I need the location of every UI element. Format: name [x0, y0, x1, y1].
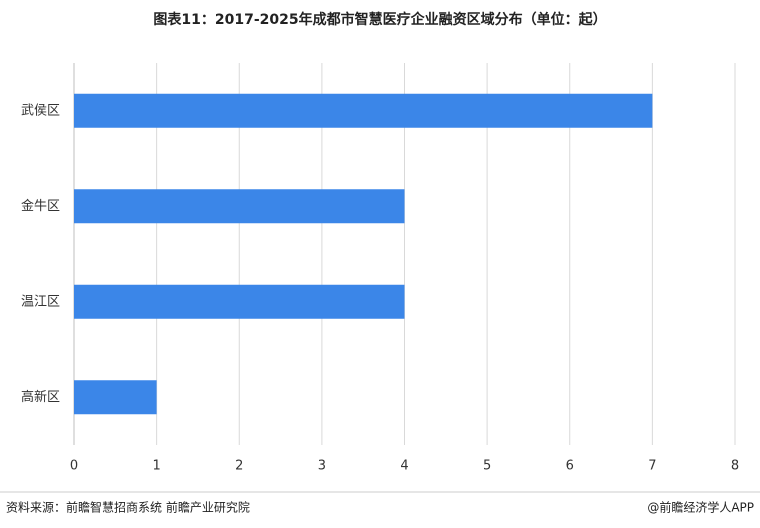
y-tick-label: 金牛区 — [21, 198, 60, 214]
y-tick-label: 温江区 — [21, 294, 60, 309]
bar — [74, 189, 405, 224]
x-tick-label: 8 — [731, 459, 739, 474]
x-tick-label: 0 — [70, 459, 78, 474]
source: 资料来源：前瞻智慧招商系统 前瞻产业研究院 — [6, 500, 250, 515]
y-tick-label: 武侯区 — [21, 103, 60, 118]
x-tick-label: 3 — [318, 459, 326, 474]
y-tick-label: 高新区 — [21, 389, 60, 405]
chart-title: 图表11：2017-2025年成都市智慧医疗企业融资区域分布（单位：起） — [153, 11, 606, 28]
x-tick-label: 7 — [648, 459, 656, 474]
bar — [74, 380, 157, 415]
credit: @前瞻经济学人APP — [647, 500, 754, 515]
x-tick-label: 4 — [400, 459, 408, 474]
x-tick-label: 6 — [566, 459, 574, 474]
x-tick-label: 1 — [152, 459, 160, 474]
bar — [74, 93, 653, 128]
bar — [74, 284, 405, 319]
x-tick-label: 5 — [483, 459, 491, 474]
x-tick-label: 2 — [235, 459, 243, 474]
